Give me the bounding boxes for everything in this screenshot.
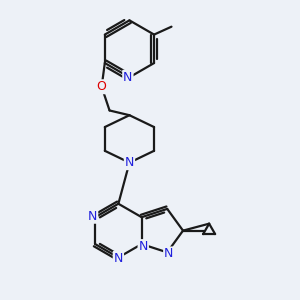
Text: N: N xyxy=(114,252,123,265)
Text: N: N xyxy=(123,71,133,84)
Text: O: O xyxy=(97,80,106,93)
Text: N: N xyxy=(125,156,134,169)
Text: N: N xyxy=(139,240,148,253)
Text: N: N xyxy=(88,210,97,223)
Text: N: N xyxy=(164,248,173,260)
